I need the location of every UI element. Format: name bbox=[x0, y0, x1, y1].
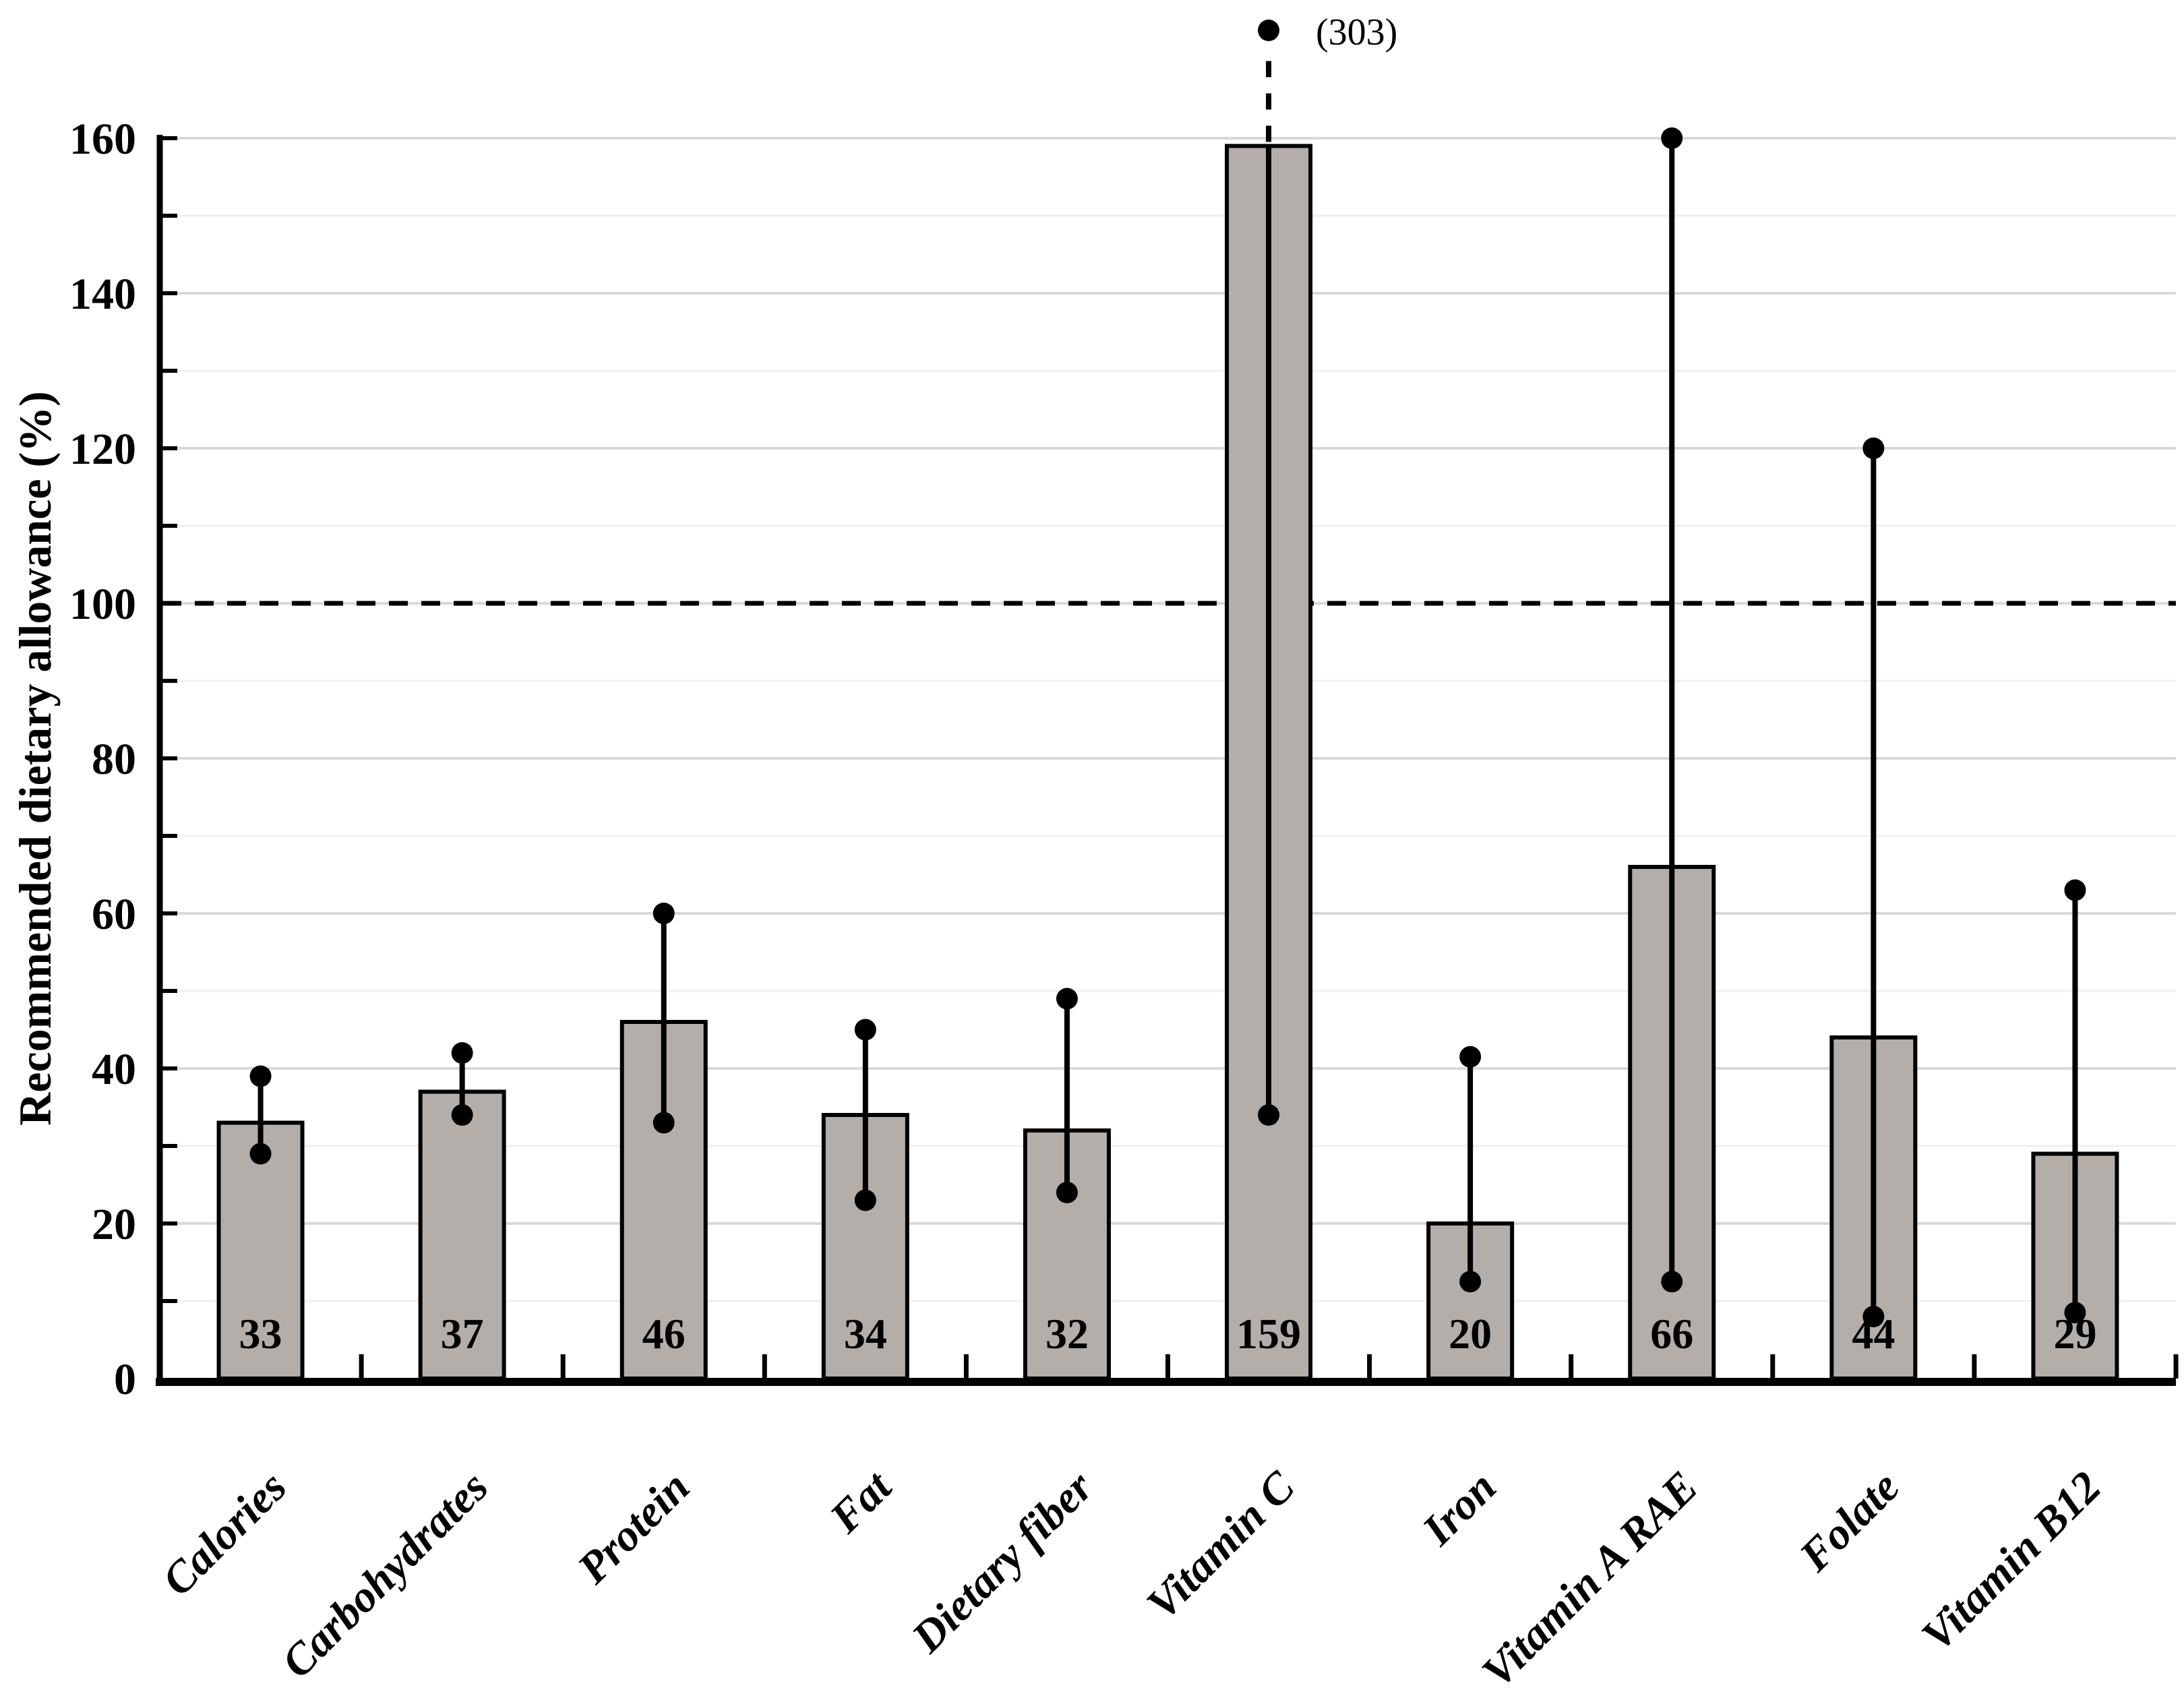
error-dot-min-protein bbox=[653, 1112, 675, 1134]
x-category-label-calories: Calories bbox=[153, 1462, 296, 1605]
bar-value-label-fat: 34 bbox=[844, 1310, 887, 1358]
error-dot-min-vitamin-b12 bbox=[2064, 1302, 2086, 1324]
bar-value-label-vitamin-c: 159 bbox=[1236, 1310, 1301, 1358]
y-tick-label-20: 20 bbox=[92, 1200, 136, 1249]
bar-value-label-iron: 20 bbox=[1449, 1310, 1492, 1358]
error-dot-max-dietary-fiber bbox=[1056, 988, 1078, 1010]
x-category-label-iron: Iron bbox=[1413, 1462, 1506, 1555]
error-dot-min-folate bbox=[1862, 1306, 1885, 1327]
bar-value-labels-layer: 33 37 46 34 32 159 20 66 44 29 bbox=[239, 1310, 2097, 1358]
error-dot-max-vitamin-a-rae bbox=[1661, 127, 1683, 149]
y-tick-label-40: 40 bbox=[92, 1045, 136, 1094]
error-dot-max-folate bbox=[1862, 437, 1885, 459]
error-dot-min-calories bbox=[249, 1143, 272, 1165]
x-category-label-dietary-fiber: Dietary fiber bbox=[902, 1461, 1103, 1662]
y-tick-label-80: 80 bbox=[92, 735, 136, 784]
error-dot-min-vitamin-a-rae bbox=[1661, 1271, 1683, 1293]
error-dot-min-vitamin-c bbox=[1258, 1104, 1280, 1126]
y-tick-label-60: 60 bbox=[92, 890, 136, 939]
y-tick-label-100: 100 bbox=[69, 580, 136, 629]
bar-value-label-calories: 33 bbox=[239, 1310, 282, 1358]
error-dot-min-dietary-fiber bbox=[1056, 1182, 1078, 1203]
error-dot-min-fat bbox=[854, 1189, 876, 1211]
x-category-label-fat: Fat bbox=[820, 1461, 902, 1543]
outlier-annotation-303: (303) bbox=[1316, 11, 1397, 53]
error-dot-max-carbohydrates bbox=[451, 1042, 473, 1064]
x-category-label-vitamin-b12: Vitamin B12 bbox=[1912, 1462, 2111, 1660]
x-category-label-carbohydrates: Carbohydrates bbox=[272, 1462, 497, 1687]
bars-layer bbox=[216, 144, 2119, 1381]
x-category-label-protein: Protein bbox=[568, 1462, 699, 1594]
x-category-label-folate: Folate bbox=[1790, 1462, 1909, 1581]
error-dot-max-vitamin-c bbox=[1258, 20, 1280, 41]
error-dot-min-carbohydrates bbox=[451, 1104, 473, 1126]
bar-calories bbox=[216, 1120, 305, 1381]
error-bars-layer bbox=[249, 20, 2086, 1327]
error-dot-min-iron bbox=[1459, 1271, 1482, 1293]
error-dot-max-iron bbox=[1459, 1046, 1482, 1068]
error-dot-max-vitamin-b12 bbox=[2064, 879, 2086, 901]
y-axis-title: Recommended dietary allowance (%) bbox=[9, 391, 61, 1126]
y-tick-label-140: 140 bbox=[69, 270, 136, 319]
x-category-label-vitamin-c: Vitamin C bbox=[1137, 1461, 1304, 1629]
axes-layer: 0 20 40 60 80 100 120 140 160 bbox=[69, 115, 2179, 1404]
y-tick-label-120: 120 bbox=[69, 425, 136, 474]
bar-value-label-carbohydrates: 37 bbox=[441, 1310, 484, 1358]
bar-value-label-vitamin-b12: 29 bbox=[2053, 1310, 2096, 1358]
error-dot-max-fat bbox=[854, 1019, 876, 1041]
bar-value-label-protein: 46 bbox=[642, 1310, 686, 1358]
y-tick-label-160: 160 bbox=[69, 115, 136, 164]
error-dot-max-protein bbox=[653, 903, 675, 924]
bar-value-label-dietary-fiber: 32 bbox=[1045, 1310, 1089, 1358]
x-category-label-vitamin-a-rae: Vitamin A RAE bbox=[1473, 1462, 1707, 1692]
y-tick-label-0: 0 bbox=[114, 1355, 136, 1404]
bar-value-label-folate: 44 bbox=[1852, 1310, 1895, 1358]
bar-value-label-vitamin-a-rae: 66 bbox=[1650, 1310, 1693, 1358]
error-dot-max-calories bbox=[249, 1065, 272, 1087]
gridlines-layer bbox=[160, 137, 2176, 1302]
